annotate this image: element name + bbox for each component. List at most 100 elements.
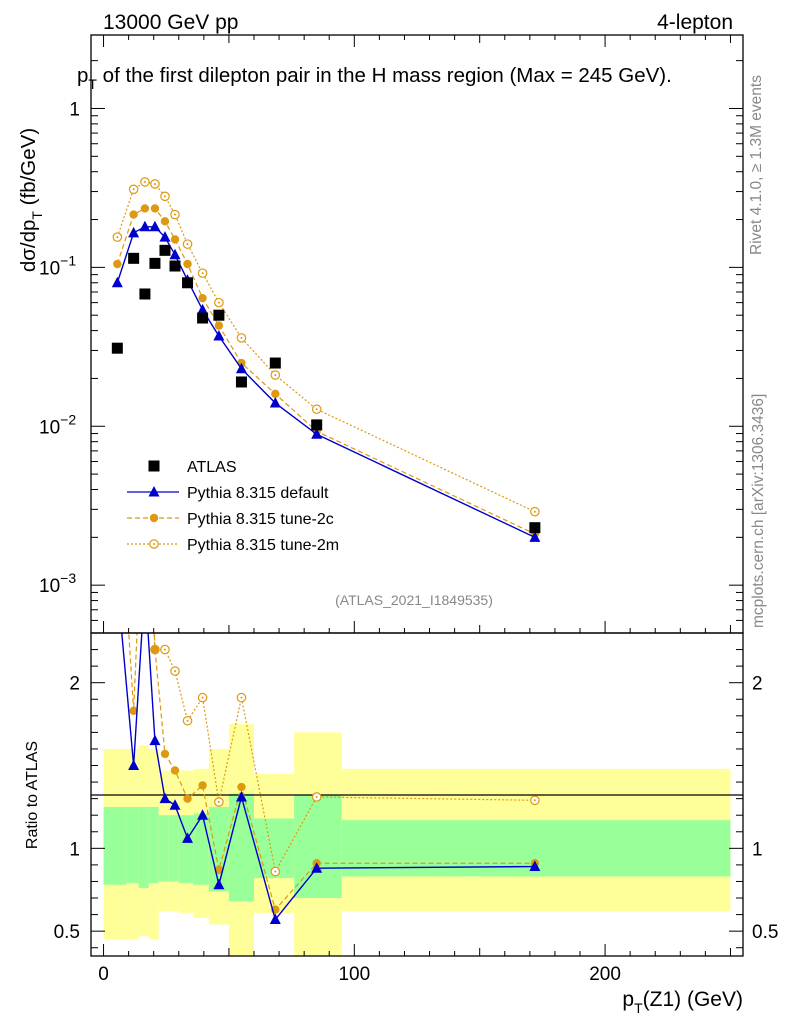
pythia-8-315-default-point (159, 231, 171, 242)
pythia-8-315-default-ratio-point (182, 832, 194, 843)
pythia-8-315-default-point (235, 362, 247, 374)
legend-marker (148, 486, 160, 497)
y-tick-label: 1 (69, 99, 80, 120)
pythia-8-315-tune-2m-point-dot (174, 213, 177, 216)
pythia-8-315-default-point (169, 248, 181, 260)
legend-label: Pythia 8.315 tune-2c (187, 511, 334, 528)
band-green (178, 815, 194, 884)
pythia-8-315-tune-2m-ratio-point-dot (201, 696, 204, 699)
pythia-8-315-tune-2m-ratio-point (129, 571, 137, 579)
pythia-8-315-tune-2m-point-dot (116, 236, 119, 239)
pythia-8-315-default-ratio-point (269, 913, 281, 925)
pythia-8-315-default-point (269, 397, 281, 408)
y-tick-label: 10−3 (39, 570, 76, 597)
pythia-8-315-tune-2m-ratio-point-dot (133, 574, 135, 576)
pythia-8-315-tune-2m-point-dot (163, 195, 166, 198)
atlas-data-point (197, 312, 209, 324)
pythia-8-315-default-ratio-point (139, 577, 150, 588)
legend-label: ATLAS (187, 459, 237, 476)
pythia-8-315-default-point (149, 220, 161, 232)
atlas-data-point (529, 522, 541, 534)
pythia-8-315-tune-2m-point-dot (153, 182, 156, 185)
atlas-data-point (269, 357, 281, 369)
pythia-8-315-tune-2c-ratio-point (160, 749, 170, 759)
x-tick-label: 0 (98, 964, 109, 985)
x-tick-label: 200 (589, 964, 621, 985)
atlas-data-point (149, 257, 161, 269)
pythia-8-315-default-point (213, 329, 225, 341)
x-tick-label: 100 (338, 964, 370, 985)
atlas-data-point (128, 252, 140, 264)
pythia-8-315-default-point (311, 428, 323, 439)
ratio-y-tick-label-right: 1 (752, 839, 763, 860)
pythia-8-315-tune-2c-point (113, 259, 122, 269)
band-green (126, 806, 139, 884)
pythia-8-315-tune-2m-point-dot (533, 510, 536, 513)
ratio-panel-frame (90, 632, 744, 957)
main-panel-series (111, 177, 541, 542)
band-green (138, 806, 149, 889)
pythia-8-315-tune-2m-point-dot (143, 180, 146, 183)
pythia-8-315-tune-2m-point-dot (132, 188, 135, 191)
uncertainty-bands (103, 724, 731, 956)
legend-marker-dot (153, 543, 155, 545)
pythia-8-315-tune-2m-point-dot (201, 272, 204, 275)
pythia-8-315-tune-2c-point (170, 235, 180, 244)
atlas-data-point (213, 309, 225, 321)
rivet-version-label: Rivet 4.1.0, ≥ 1.3M events (748, 75, 765, 255)
pythia-8-315-tune-2m-ratio-point-dot (217, 800, 220, 803)
y-tick-label: 10−1 (39, 252, 76, 279)
pythia-8-315-tune-2m-ratio-point-dot (163, 648, 166, 651)
ratio-panel-series (112, 185, 541, 925)
pythia-8-315-default-ratio-point (112, 577, 123, 588)
header-left: 13000 GeV pp (103, 11, 238, 34)
pythia-8-315-tune-2c-ratio-point (113, 447, 121, 455)
ratio-y-tick-label: 1 (69, 839, 80, 860)
pythia-8-315-tune-2m-point-dot (217, 301, 220, 304)
pythia-8-315-tune-2m-ratio-point-dot (274, 870, 277, 873)
pythia-8-315-tune-2c-ratio-point (183, 794, 192, 803)
band-green (168, 815, 179, 882)
y-tick-label: 10−2 (39, 411, 76, 438)
band-green (193, 813, 209, 885)
ratio-y-tick-label: 0.5 (54, 922, 80, 943)
legend: ATLAS Pythia 8.315 default Pythia 8.315 tu… (127, 459, 339, 554)
band-green (103, 806, 127, 885)
atlas-data-point (169, 260, 181, 272)
pythia-8-315-tune-2m-main-line (116, 181, 536, 513)
band-green (148, 806, 159, 884)
mcplots-label: mcplots.cern.ch [arXiv:1306.3436] (750, 394, 767, 628)
pythia-8-315-default-ratio-point (235, 790, 247, 802)
ratio-y-tick-label-right: 0.5 (752, 922, 778, 943)
axis-ticks: 0 100 200 10−3 10−2 10−1 1 0.5 0.5 1 1 2 2 (39, 35, 778, 985)
pythia-8-315-tune-2c-point (198, 293, 207, 303)
plot-title: pT of the first dilepton pair in the H m… (77, 64, 672, 92)
band-green (158, 815, 169, 882)
legend-marker (148, 460, 160, 472)
atlas-data-point (235, 376, 247, 388)
pythia-8-315-tune-2m-ratio-point-dot (116, 185, 118, 187)
pythia-8-315-tune-2m-point-dot (315, 408, 318, 411)
header-right: 4-lepton (657, 11, 733, 34)
y-axis-label-main: dσ/dpT (fb/GeV) (17, 128, 45, 272)
ratio-y-tick-label: 2 (69, 674, 80, 695)
pythia-8-315-tune-2c-point (140, 204, 150, 213)
pythia-8-315-tune-2c-point (214, 321, 224, 330)
atlas-data-point (111, 342, 123, 354)
pythia-8-315-default-ratio-point (149, 734, 161, 746)
band-green (208, 806, 229, 892)
pythia-8-315-tune-2m-ratio-point-dot (240, 696, 243, 699)
pythia-8-315-tune-2m-ratio-point-dot (186, 719, 189, 722)
pythia-8-315-default-point (128, 226, 140, 238)
legend-marker (149, 513, 159, 523)
pythia-8-315-tune-2c-ratio-point (214, 865, 224, 875)
pythia-8-315-tune-2c-ratio-point (150, 645, 160, 654)
pythia-8-315-default-ratio-point (197, 809, 209, 820)
pythia-8-315-tune-2c-ratio-point (129, 706, 138, 716)
band-green (294, 795, 342, 899)
pythia-8-315-default-ratio-point (159, 792, 171, 804)
pythia-8-315-tune-2c-ratio-point (170, 766, 180, 775)
pythia-8-315-tune-2m-ratio-point-dot (315, 795, 318, 798)
pythia-8-315-tune-2c-point (129, 210, 138, 219)
